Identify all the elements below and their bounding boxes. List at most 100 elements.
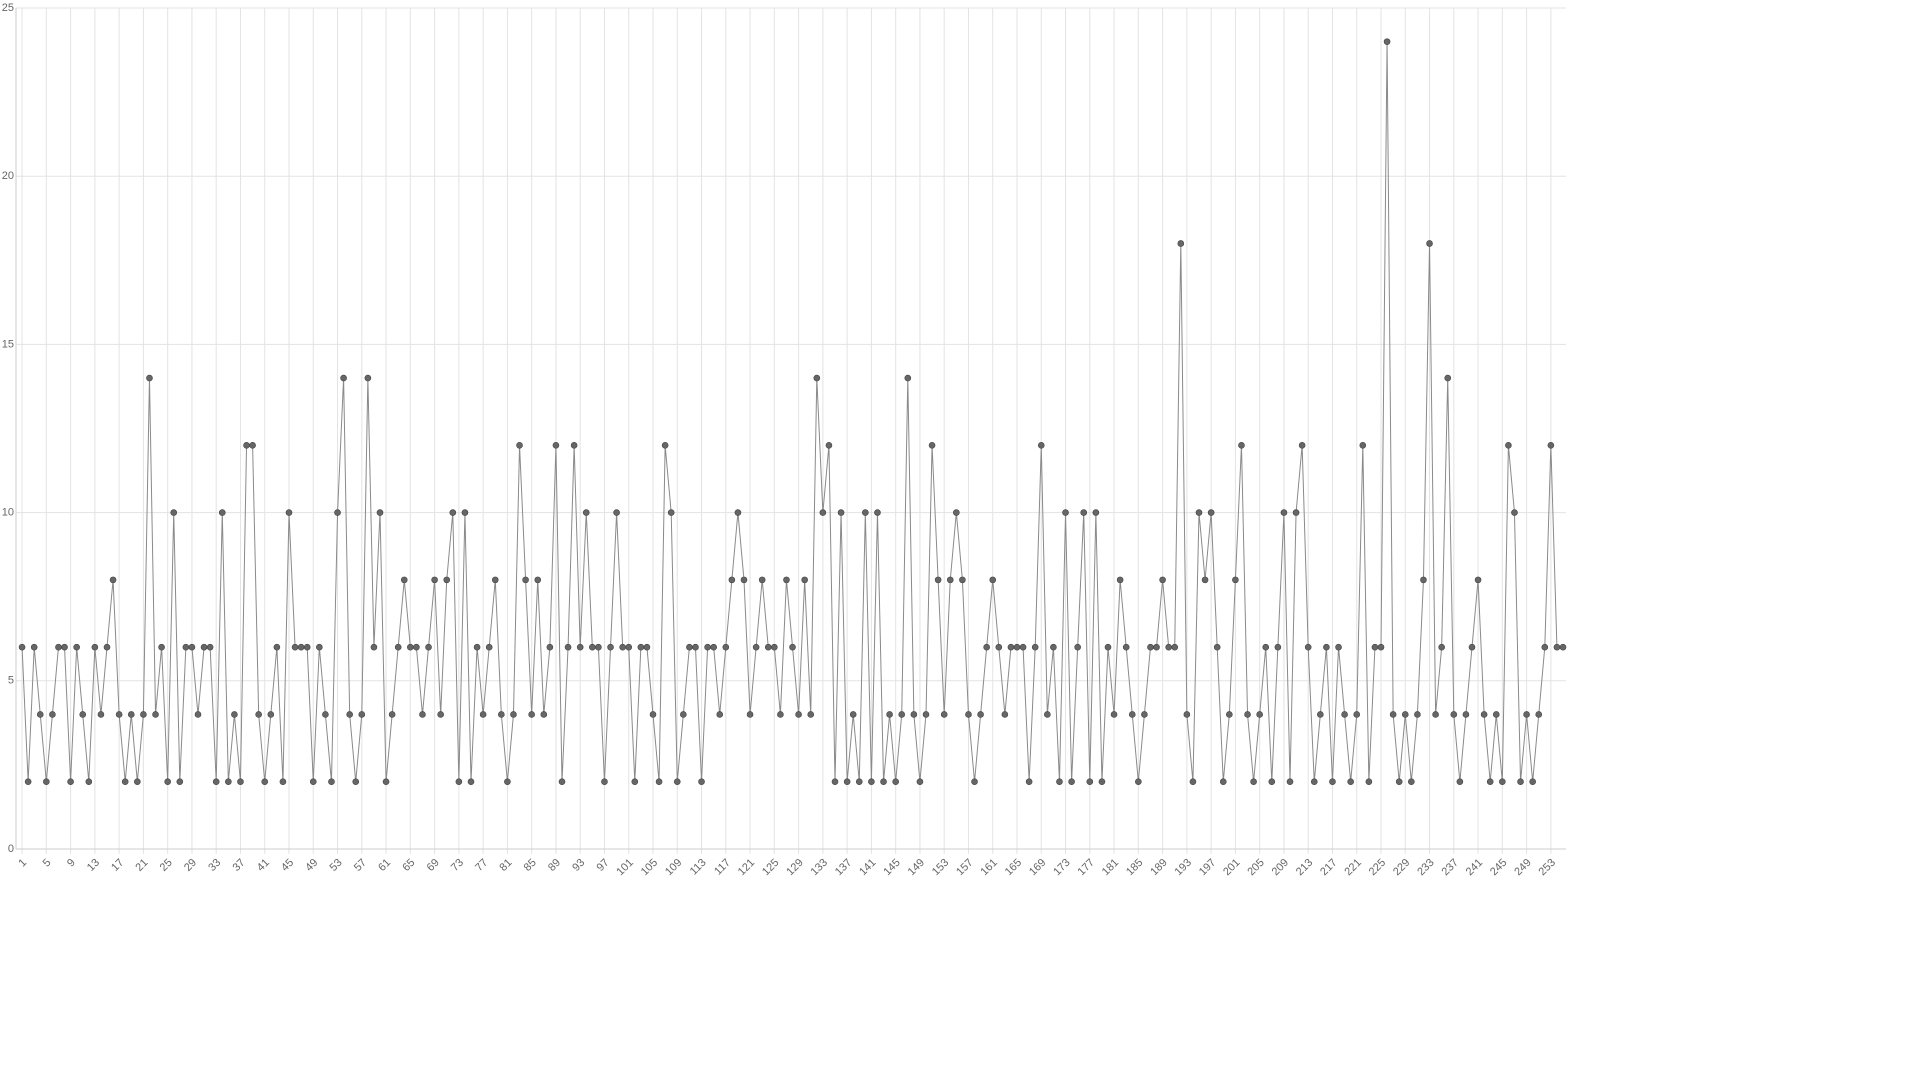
- data-point: [491, 576, 499, 584]
- data-point: [843, 778, 851, 786]
- data-point: [1141, 711, 1148, 718]
- data-point: [1019, 643, 1027, 651]
- data-point: [1122, 643, 1130, 651]
- x-tick-label: 125: [760, 857, 781, 878]
- x-tick-label: 165: [1003, 857, 1024, 878]
- data-point: [825, 442, 833, 449]
- x-tick-label: 157: [954, 857, 975, 878]
- data-point: [279, 778, 287, 786]
- data-point: [582, 509, 590, 516]
- x-tick-label: 85: [522, 857, 539, 874]
- data-point: [479, 711, 487, 718]
- data-point: [868, 778, 875, 786]
- data-point: [36, 711, 44, 718]
- data-point: [704, 643, 711, 651]
- x-tick-label: 185: [1124, 857, 1145, 878]
- data-point: [316, 643, 323, 651]
- x-tick-label: 13: [85, 857, 102, 874]
- data-point: [716, 711, 724, 718]
- data-point: [85, 778, 93, 786]
- data-point: [1025, 778, 1033, 786]
- data-point: [1474, 576, 1482, 584]
- data-point: [807, 711, 815, 718]
- data-point: [740, 576, 748, 584]
- data-point: [576, 643, 584, 651]
- x-tick-label: 209: [1270, 857, 1291, 878]
- data-point: [940, 711, 948, 718]
- data-point: [394, 643, 402, 651]
- data-point: [528, 711, 535, 718]
- data-point: [67, 778, 74, 786]
- data-point: [1359, 442, 1367, 449]
- data-point: [1462, 711, 1470, 718]
- x-tick-label: 249: [1512, 857, 1533, 878]
- data-point: [455, 778, 463, 786]
- data-point: [722, 643, 730, 651]
- x-tick-label: 237: [1440, 857, 1461, 878]
- data-point: [1268, 778, 1276, 786]
- x-tick-label: 129: [784, 857, 805, 878]
- data-point: [661, 442, 669, 449]
- data-point: [764, 643, 772, 651]
- data-point: [419, 711, 426, 718]
- x-tick-label: 181: [1100, 857, 1121, 878]
- data-point: [698, 778, 705, 786]
- data-point: [18, 643, 26, 651]
- x-tick-label: 253: [1537, 857, 1558, 878]
- data-point: [1232, 576, 1239, 584]
- data-point: [1031, 643, 1039, 651]
- x-tick-label: 105: [639, 857, 660, 878]
- data-point: [225, 778, 232, 786]
- data-point: [1292, 509, 1300, 516]
- data-point: [340, 374, 347, 382]
- data-point: [461, 509, 469, 516]
- data-point: [1274, 643, 1282, 651]
- data-point: [595, 643, 602, 651]
- y-tick-label: 10: [2, 507, 14, 519]
- data-point: [1444, 374, 1452, 382]
- data-point: [552, 442, 560, 449]
- data-point: [710, 643, 717, 651]
- x-tick-label: 73: [449, 857, 466, 874]
- data-point: [1110, 711, 1118, 718]
- data-point: [1226, 711, 1233, 718]
- data-point: [631, 778, 639, 786]
- data-point: [971, 778, 978, 786]
- data-point: [1365, 778, 1373, 786]
- data-point: [267, 711, 275, 718]
- x-tick-label: 37: [230, 857, 247, 874]
- data-point: [388, 711, 396, 718]
- data-point: [1492, 711, 1500, 718]
- data-point: [1171, 643, 1179, 651]
- x-tick-label: 101: [614, 857, 635, 878]
- data-point: [1219, 778, 1227, 786]
- y-tick-label: 20: [2, 170, 14, 182]
- data-point: [400, 576, 408, 584]
- data-point: [1310, 778, 1318, 786]
- data-point: [625, 643, 633, 651]
- data-point: [607, 643, 614, 651]
- data-point: [1371, 643, 1379, 651]
- data-point: [1420, 576, 1427, 584]
- x-tick-label: 161: [978, 857, 999, 878]
- data-point: [291, 643, 299, 651]
- data-point: [1347, 778, 1354, 786]
- x-tick-label: 221: [1342, 857, 1363, 878]
- data-point: [1523, 711, 1530, 718]
- data-point: [1147, 643, 1154, 651]
- data-point: [589, 643, 596, 651]
- data-point: [849, 711, 857, 718]
- data-point: [407, 643, 414, 651]
- data-point: [758, 576, 766, 584]
- x-tick-label: 9: [65, 857, 78, 870]
- data-point: [1098, 778, 1106, 786]
- data-point: [746, 711, 754, 718]
- data-point: [413, 643, 420, 651]
- data-point: [1456, 778, 1464, 786]
- data-point: [946, 576, 954, 584]
- data-point: [546, 643, 554, 651]
- x-tick-label: 49: [303, 857, 320, 874]
- data-point: [364, 374, 372, 382]
- data-point: [1068, 778, 1075, 786]
